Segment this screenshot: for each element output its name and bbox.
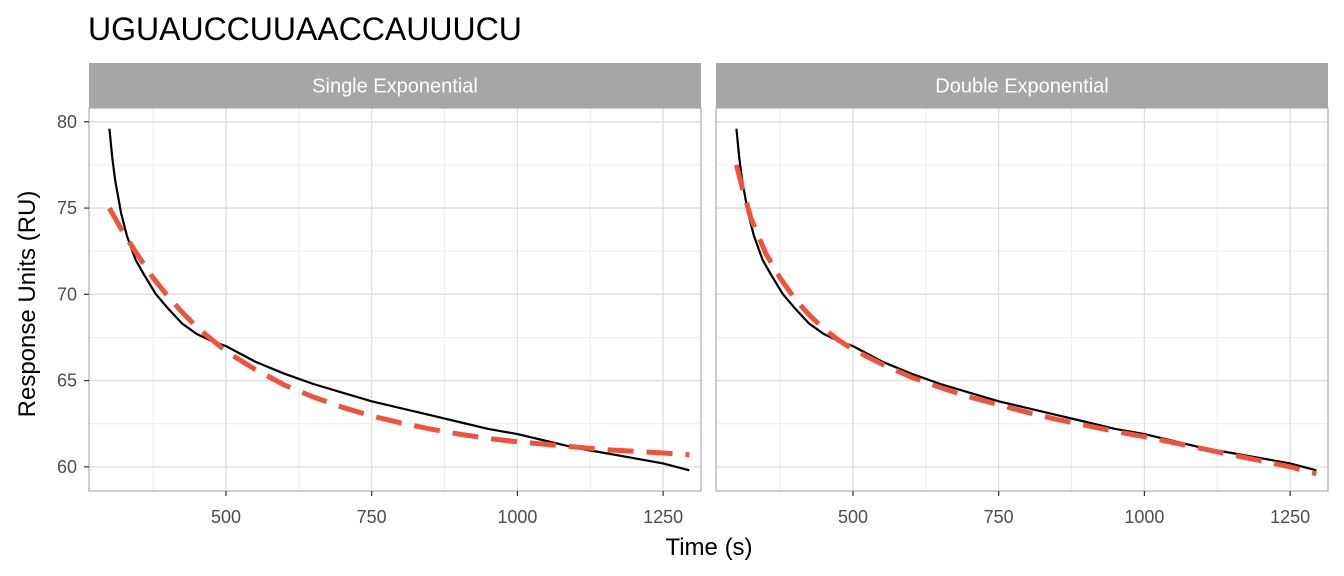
panel-grid [716, 108, 1328, 491]
y-tick-label: 65 [57, 371, 77, 391]
chart-title: UGUAUCCUUAACCAUUUCU [88, 11, 522, 47]
panel-background [89, 108, 701, 491]
y-tick-label: 70 [57, 284, 77, 304]
x-tick-label: 1250 [1270, 507, 1310, 527]
x-tick-label: 750 [357, 507, 387, 527]
y-tick-labels: 60 65 70 75 80 [57, 112, 89, 477]
x-tick-labels: 500 750 1000 1250 [838, 491, 1310, 527]
x-tick-labels: 500 750 1000 1250 [211, 491, 683, 527]
x-tick-label: 1000 [497, 507, 537, 527]
fit-line [733, 164, 1317, 477]
x-tick-label: 500 [838, 507, 868, 527]
x-axis-title: Time (s) [665, 534, 752, 561]
strip-background [716, 63, 1328, 108]
x-tick-label: 1000 [1124, 507, 1164, 527]
panel-double-exponential: Double Exponential 500 750 1000 1250 [715, 63, 1329, 527]
strip-label-double-exponential: Double Exponential [935, 76, 1108, 98]
panel-grid [89, 108, 701, 491]
x-tick-label: 1250 [643, 507, 683, 527]
y-tick-label: 75 [57, 198, 77, 218]
y-tick-label: 80 [57, 112, 77, 132]
y-tick-label: 60 [57, 457, 77, 477]
strip-background [89, 63, 701, 108]
panel-single-exponential: Single Exponential 500 750 1000 1250 [88, 63, 702, 527]
panel-background [716, 108, 1328, 491]
x-tick-label: 750 [984, 507, 1014, 527]
y-axis-title: Response Units (RU) [14, 191, 41, 418]
fit-line [107, 206, 690, 458]
x-tick-label: 500 [211, 507, 241, 527]
strip-label-single-exponential: Single Exponential [312, 76, 478, 98]
